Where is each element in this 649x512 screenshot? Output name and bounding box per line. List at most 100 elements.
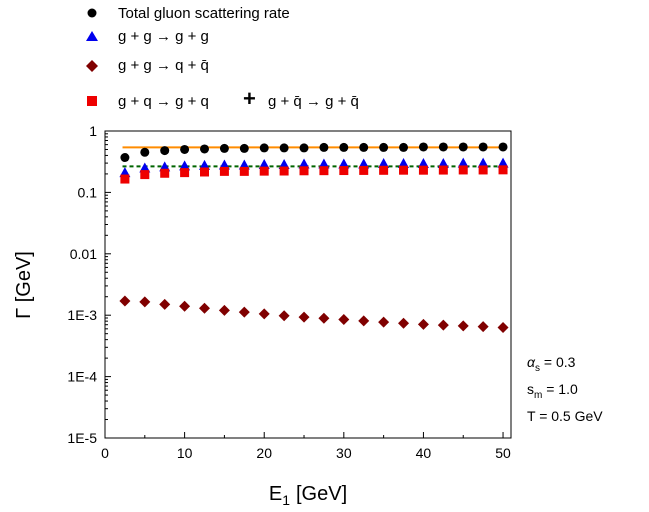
data-point-square [399,165,409,175]
y-tick-label: 1E-4 [67,369,97,385]
data-point-circle [339,142,349,152]
data-point-circle [438,142,448,152]
data-point-diamond [179,300,191,312]
data-point-diamond [258,308,270,320]
data-series [119,142,509,334]
temperature-annotation: T = 0.5 GeV [527,408,603,424]
data-point-square [319,166,329,176]
data-point-diamond [199,302,211,314]
legend-marker-gq [87,96,97,106]
y-axis: 1 0.1 0.01 1E-3 1E-4 1E-5 [67,123,111,446]
data-point-circle [180,144,190,154]
data-point-circle [200,144,210,154]
data-point-square [180,168,190,178]
data-point-triangle [497,157,509,168]
y-tick-label: 0.01 [70,246,97,262]
data-point-diamond [398,317,410,329]
data-point-triangle [398,158,410,169]
legend-marker-gg-gg [86,31,98,41]
legend-label-total: Total gluon scattering rate [118,5,290,22]
data-point-circle [219,143,229,153]
data-point-square [498,165,508,175]
data-point-circle [120,153,130,163]
data-point-triangle [298,158,310,169]
data-point-triangle [258,158,270,169]
y-tick-label: 1E-5 [67,430,97,446]
data-point-triangle [318,158,330,169]
data-point-square [120,174,130,184]
legend-label-gg-qq: g + g → q + q̄ [118,57,209,74]
legend-marker-total [87,8,97,18]
plot-area [104,130,512,439]
data-point-circle [279,143,289,153]
data-point-diamond [298,311,310,323]
data-point-circle [478,142,488,152]
x-tick-label: 0 [101,445,109,461]
data-point-diamond [437,319,449,331]
data-point-diamond [338,314,350,326]
data-point-diamond [318,312,330,324]
data-point-square [219,166,229,176]
x-axis-title-unit: [GeV] [296,483,347,505]
x-tick-label: 50 [495,445,511,461]
legend-plus-sign: + [243,86,256,111]
data-point-triangle [199,159,211,170]
data-point-square [359,165,369,175]
data-point-diamond [477,321,489,333]
data-point-circle [418,142,428,152]
data-point-circle [160,146,170,156]
data-point-diamond [238,306,250,318]
data-point-diamond [358,315,370,327]
data-point-circle [379,142,389,152]
y-tick-label: 1 [89,123,97,139]
y-tick-label: 1E-3 [67,307,97,323]
x-tick-label: 40 [416,445,432,461]
data-point-square [200,167,210,177]
data-point-circle [239,143,249,153]
data-point-square [160,168,170,178]
data-point-triangle [477,157,489,168]
data-point-circle [359,142,369,152]
data-point-circle [259,143,269,153]
data-point-square [299,166,309,176]
data-point-diamond [378,316,390,328]
data-point-diamond [278,310,290,322]
data-point-diamond [417,318,429,330]
legend-label-gqbar: g + q̄ → g + q̄ [268,93,359,110]
y-tick-label: 0.1 [78,184,98,200]
data-point-triangle [457,157,469,168]
data-point-square [418,165,428,175]
data-point-square [259,166,269,176]
sm-annotation: sm = 1.0 [527,381,578,401]
data-point-square [458,165,468,175]
y-axis-title: Γ [GeV] [13,251,35,319]
x-axis: 0 10 20 30 40 50 [101,432,511,461]
alpha-annotation: αs = 0.3 [527,354,576,374]
data-point-diamond [497,322,509,334]
data-point-triangle [417,158,429,169]
data-point-square [279,166,289,176]
data-point-diamond [159,298,171,310]
x-tick-label: 30 [336,445,352,461]
data-point-diamond [119,295,131,307]
plot-frame [104,130,512,439]
data-point-circle [299,143,309,153]
data-point-square [239,166,249,176]
data-point-circle [399,142,409,152]
data-point-triangle [378,158,390,169]
data-point-triangle [437,158,449,169]
data-point-triangle [338,158,350,169]
data-point-diamond [139,296,151,308]
legend-label-gg-gg: g + g → g + g [118,28,209,45]
x-tick-label: 20 [256,445,272,461]
data-point-circle [458,142,468,152]
x-tick-label: 10 [177,445,193,461]
data-point-triangle [179,160,191,171]
data-point-square [478,165,488,175]
data-point-circle [498,142,508,152]
legend-marker-gg-qq [86,60,98,72]
data-point-triangle [278,158,290,169]
data-point-square [438,165,448,175]
data-point-triangle [139,162,151,173]
